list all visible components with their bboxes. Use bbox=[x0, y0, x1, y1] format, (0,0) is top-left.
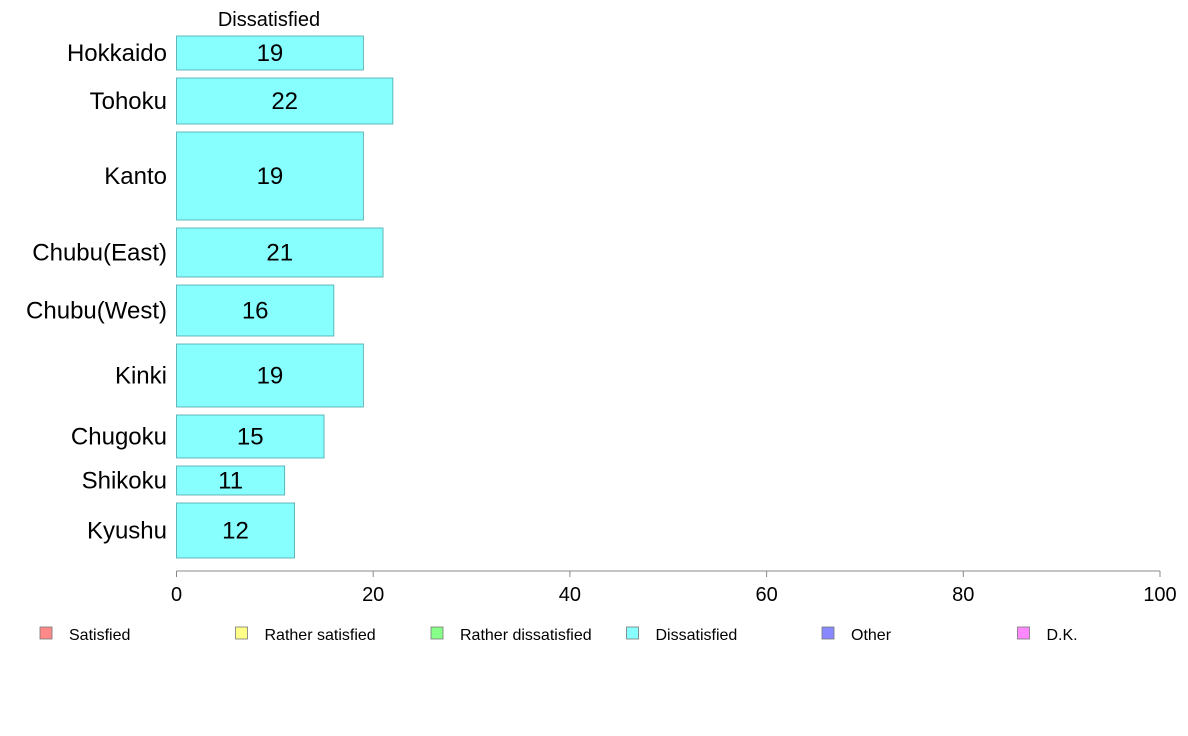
category-label-kyushu: Kyushu bbox=[87, 518, 167, 545]
value-label-hokkaido: 19 bbox=[257, 40, 284, 67]
legend-swatch bbox=[39, 626, 53, 640]
value-label-chugoku: 15 bbox=[237, 424, 264, 451]
bar-chubu-west bbox=[176, 284, 335, 337]
x-tick-label: 60 bbox=[755, 584, 777, 606]
bar-kanto bbox=[176, 131, 364, 221]
value-label-tohoku: 22 bbox=[271, 88, 298, 115]
legend-label: Other bbox=[851, 627, 892, 644]
value-label-kinki: 19 bbox=[257, 363, 284, 390]
category-label-hokkaido: Hokkaido bbox=[67, 40, 167, 67]
legend-label: D.K. bbox=[1047, 627, 1078, 644]
bar-chubu-east bbox=[176, 227, 384, 278]
bar-chugoku bbox=[176, 414, 325, 459]
legend-swatch bbox=[626, 626, 639, 640]
legend-label: Rather satisfied bbox=[265, 627, 376, 644]
bar-kinki bbox=[176, 343, 364, 408]
legend-swatch bbox=[235, 626, 248, 640]
bar-shikoku bbox=[176, 465, 286, 496]
bar-tohoku bbox=[176, 77, 394, 125]
value-label-chubu-west: 16 bbox=[242, 298, 269, 325]
category-label-chubu-west: Chubu(West) bbox=[26, 298, 167, 325]
bars-group: Hokkaido 19 Tohoku 22 Kanto 19 Chubu(East) 21 Ch… bbox=[26, 35, 394, 559]
legend-swatch bbox=[1017, 626, 1030, 640]
category-label-shikoku: Shikoku bbox=[82, 468, 167, 495]
legend-swatch bbox=[821, 626, 835, 640]
legend-label: Rather dissatisfied bbox=[460, 627, 592, 644]
category-label-kanto: Kanto bbox=[104, 163, 167, 190]
value-label-kyushu: 12 bbox=[222, 518, 249, 545]
bar-kyushu bbox=[176, 502, 295, 559]
x-tick-label: 80 bbox=[952, 584, 974, 606]
x-tick-label: 100 bbox=[1143, 584, 1176, 606]
x-tick-label: 20 bbox=[362, 584, 384, 606]
legend-swatch bbox=[430, 626, 444, 640]
category-label-chugoku: Chugoku bbox=[71, 424, 167, 451]
category-label-tohoku: Tohoku bbox=[90, 88, 167, 115]
category-label-chubu-east: Chubu(East) bbox=[32, 240, 167, 267]
legend: Satisfied Rather satisfied Rather dissatis… bbox=[39, 626, 1078, 644]
value-label-chubu-east: 21 bbox=[266, 240, 293, 267]
series-title: Dissatisfied bbox=[218, 9, 320, 31]
x-tick-label: 40 bbox=[559, 584, 581, 606]
x-tick-label: 0 bbox=[171, 584, 182, 606]
legend-label: Satisfied bbox=[69, 627, 130, 644]
bar-hokkaido bbox=[176, 35, 364, 71]
legend-label: Dissatisfied bbox=[656, 627, 738, 644]
category-label-kinki: Kinki bbox=[115, 363, 167, 390]
value-label-kanto: 19 bbox=[257, 163, 284, 190]
x-axis: 0 20 40 60 80 100 bbox=[171, 570, 1177, 606]
value-label-shikoku: 11 bbox=[218, 468, 243, 495]
